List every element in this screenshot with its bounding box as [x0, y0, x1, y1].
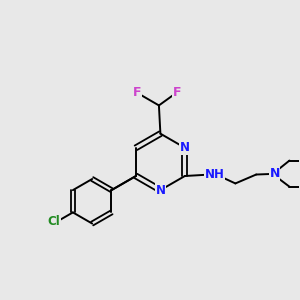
Text: NH: NH — [205, 168, 224, 181]
Text: N: N — [180, 141, 190, 154]
Text: N: N — [155, 184, 165, 196]
Text: N: N — [269, 167, 280, 180]
Text: F: F — [173, 86, 182, 99]
Text: F: F — [133, 86, 142, 99]
Text: Cl: Cl — [47, 215, 60, 228]
